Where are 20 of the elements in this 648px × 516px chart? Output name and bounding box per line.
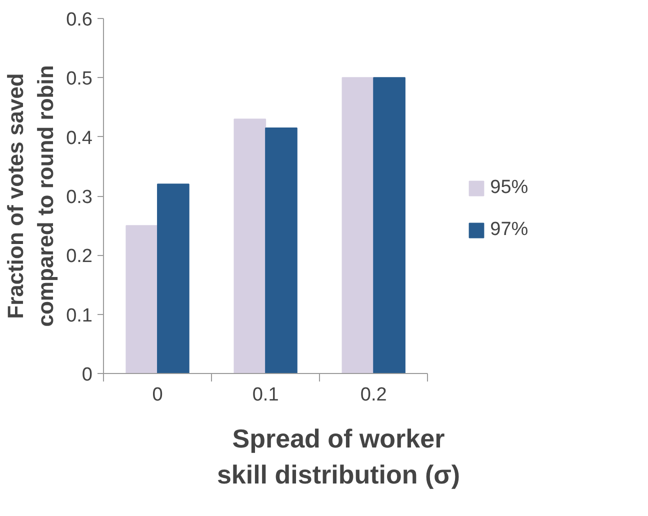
bar [265,127,298,374]
y-tick-label: 0.6 [66,10,93,30]
bar [373,77,406,374]
y-tick-label: 0 [82,364,93,386]
x-tick-label: 0.2 [360,384,387,406]
x-tick-label: 0.1 [252,384,279,406]
y-axis-title: Fraction of votes saved compared to round robin [3,65,58,327]
bar [157,184,190,374]
bar [126,225,158,374]
x-tick-label: 0 [152,384,163,406]
x-axis-title: Spread of worker skill distribution (σ) [216,424,460,490]
legend-label: 97% [490,218,528,240]
bar [342,77,374,374]
y-tick-label: 0.3 [66,187,93,208]
legend-label: 95% [490,176,528,198]
y-tick-label: 0.1 [66,305,93,326]
bar [234,118,266,374]
y-tick-label: 0.2 [66,246,93,268]
y-tick-label: 0.4 [66,128,93,149]
y-tick-label: 0.5 [66,68,93,90]
